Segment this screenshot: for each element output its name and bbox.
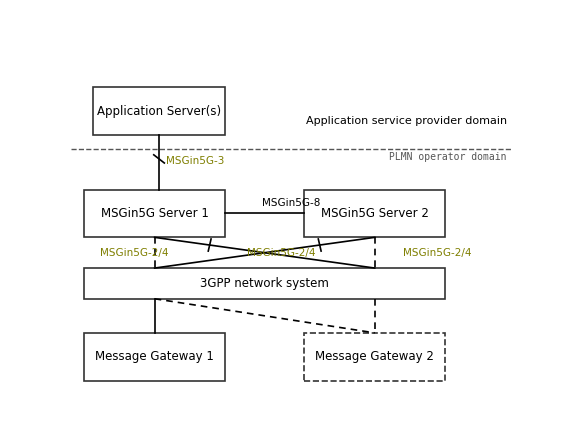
Text: MSGin5G-2/4: MSGin5G-2/4 bbox=[403, 248, 472, 258]
Text: PLMN operator domain: PLMN operator domain bbox=[389, 152, 507, 162]
Text: Application Server(s): Application Server(s) bbox=[97, 105, 221, 118]
FancyBboxPatch shape bbox=[304, 190, 445, 237]
FancyBboxPatch shape bbox=[304, 333, 445, 381]
Text: MSGin5G Server 2: MSGin5G Server 2 bbox=[321, 207, 429, 220]
Text: Message Gateway 2: Message Gateway 2 bbox=[315, 350, 434, 363]
FancyBboxPatch shape bbox=[84, 333, 225, 381]
Text: MSGin5G-8: MSGin5G-8 bbox=[262, 198, 321, 208]
Text: MSGin5G-2/4: MSGin5G-2/4 bbox=[99, 248, 168, 258]
FancyBboxPatch shape bbox=[84, 190, 225, 237]
FancyBboxPatch shape bbox=[93, 87, 225, 135]
Text: Message Gateway 1: Message Gateway 1 bbox=[95, 350, 214, 363]
Text: MSGin5G-3: MSGin5G-3 bbox=[166, 155, 224, 166]
FancyBboxPatch shape bbox=[84, 268, 445, 299]
Text: MSGin5G-2/4: MSGin5G-2/4 bbox=[247, 248, 316, 258]
Text: MSGin5G Server 1: MSGin5G Server 1 bbox=[101, 207, 208, 220]
Text: Application service provider domain: Application service provider domain bbox=[306, 117, 507, 126]
Text: 3GPP network system: 3GPP network system bbox=[201, 277, 329, 290]
